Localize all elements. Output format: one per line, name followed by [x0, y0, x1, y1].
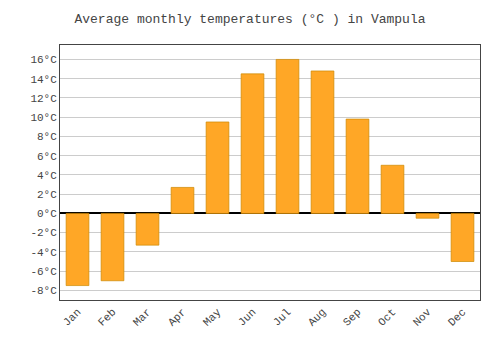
svg-text:May: May	[201, 306, 224, 329]
svg-text:-6°C: -6°C	[30, 266, 57, 278]
svg-text:Nov: Nov	[411, 306, 434, 329]
svg-text:-8°C: -8°C	[30, 285, 57, 297]
svg-text:Average monthly temperatures (: Average monthly temperatures (°C ) in Va…	[74, 12, 425, 27]
svg-text:16°C: 16°C	[30, 54, 57, 66]
svg-text:Oct: Oct	[376, 306, 398, 328]
svg-text:Jan: Jan	[61, 306, 83, 328]
svg-text:Dec: Dec	[446, 306, 468, 328]
svg-text:4°C: 4°C	[37, 170, 57, 182]
svg-text:0°C: 0°C	[37, 208, 57, 220]
svg-text:10°C: 10°C	[30, 112, 57, 124]
svg-text:Jun: Jun	[236, 306, 258, 328]
svg-text:2°C: 2°C	[37, 189, 57, 201]
svg-text:Apr: Apr	[166, 306, 188, 328]
svg-text:14°C: 14°C	[30, 74, 57, 86]
svg-text:Feb: Feb	[96, 306, 118, 328]
svg-text:-2°C: -2°C	[30, 227, 57, 239]
svg-text:Mar: Mar	[131, 306, 153, 328]
svg-text:8°C: 8°C	[37, 131, 57, 143]
svg-text:Aug: Aug	[306, 306, 328, 328]
svg-text:-4°C: -4°C	[30, 247, 57, 259]
svg-text:12°C: 12°C	[30, 93, 57, 105]
svg-text:Jul: Jul	[271, 306, 293, 328]
svg-text:Sep: Sep	[341, 306, 363, 328]
svg-text:6°C: 6°C	[37, 151, 57, 163]
